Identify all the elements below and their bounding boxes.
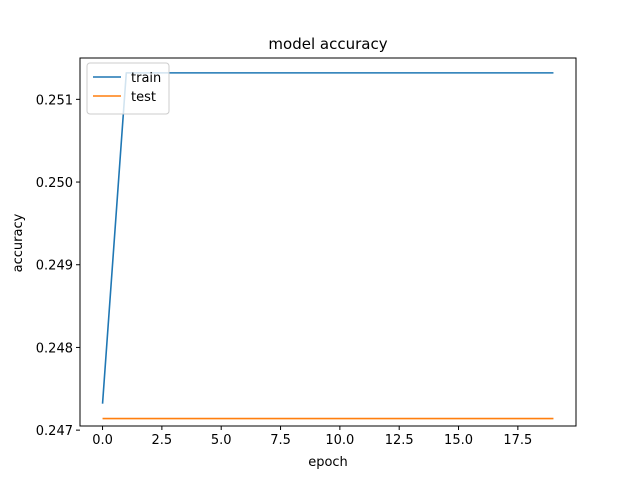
y-tick-label: 0.250 <box>36 176 73 191</box>
y-axis-ticks: 0.247 0.248 0.249 0.250 0.251 <box>36 93 80 439</box>
y-tick-label: 0.247 <box>36 424 73 439</box>
x-tick-label: 15.0 <box>444 433 473 448</box>
series-lines <box>101 72 554 420</box>
x-tick-label: 0.0 <box>92 433 113 448</box>
axes-frame <box>79 57 577 427</box>
y-tick-label: 0.251 <box>36 93 73 108</box>
y-tick-label: 0.249 <box>36 259 73 274</box>
y-tick-label: 0.248 <box>36 341 73 356</box>
legend-box <box>86 62 170 115</box>
chart-title: model accuracy <box>268 35 387 53</box>
legend-label-test: test <box>131 90 156 105</box>
x-tick-label: 12.5 <box>385 433 414 448</box>
y-axis-label: accuracy <box>11 213 26 272</box>
x-axis-ticks: 0.0 2.5 5.0 7.5 10.0 12.5 15.0 17.5 <box>92 426 532 448</box>
x-axis-label: epoch <box>308 455 348 470</box>
x-tick-label: 5.0 <box>211 433 232 448</box>
series-line-train <box>101 72 554 404</box>
x-tick-label: 17.5 <box>503 433 532 448</box>
x-tick-label: 10.0 <box>325 433 354 448</box>
legend: train test <box>86 62 170 115</box>
x-tick-label: 2.5 <box>152 433 173 448</box>
x-tick-label: 7.5 <box>270 433 291 448</box>
legend-label-train: train <box>131 71 161 86</box>
